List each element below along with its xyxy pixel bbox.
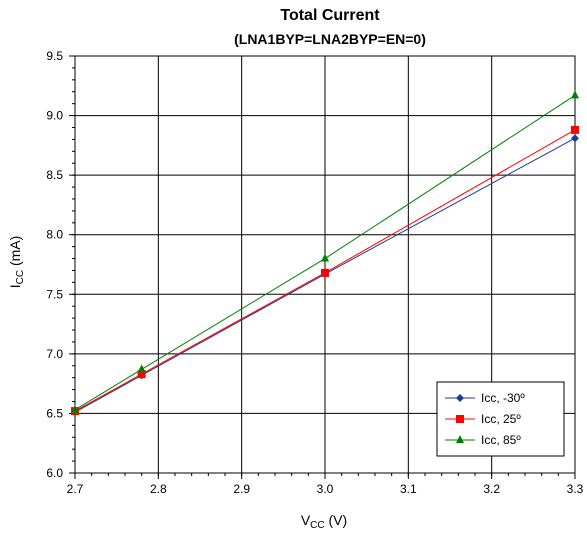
axes: 2.7 2.8 2.9 3.0 3.1 3.2 3.3 6.0 6.5 7.0 7.5 8.0 8.5 9… bbox=[46, 49, 583, 496]
x-axis-label: VCC (V) bbox=[301, 512, 347, 531]
x-tick-label: 3.1 bbox=[400, 482, 417, 496]
data-point bbox=[571, 90, 579, 99]
data-point bbox=[571, 125, 579, 134]
grid bbox=[74, 55, 576, 474]
legend-marker bbox=[456, 415, 464, 423]
data-point bbox=[321, 268, 329, 277]
data-point bbox=[137, 364, 146, 373]
x-tick-label: 3.2 bbox=[483, 482, 500, 496]
data-point bbox=[137, 370, 146, 379]
y-tick-label: 8.0 bbox=[46, 228, 63, 242]
x-tick-label: 2.7 bbox=[67, 482, 84, 496]
x-tick-label: 2.9 bbox=[233, 482, 250, 496]
legend: Icc, -30º Icc, 25º Icc, 85º bbox=[436, 381, 565, 457]
x-tick-label: 3.3 bbox=[567, 482, 584, 496]
series-line bbox=[74, 137, 576, 413]
y-tick-label: 7.0 bbox=[46, 347, 63, 361]
series-layer bbox=[71, 90, 579, 417]
data-point bbox=[71, 404, 79, 413]
plot-frame bbox=[74, 55, 576, 474]
legend-label: Icc, 85º bbox=[481, 433, 521, 447]
legend-box bbox=[436, 381, 565, 457]
chart-subtitle: (LNA1BYP=LNA2BYP=EN=0) bbox=[234, 31, 426, 47]
legend-label: Icc, 25º bbox=[481, 412, 521, 426]
series-triangle bbox=[71, 90, 579, 413]
legend-marker bbox=[456, 435, 464, 443]
series-line bbox=[74, 129, 576, 412]
data-point bbox=[321, 253, 329, 262]
y-tick-label: 9.0 bbox=[46, 109, 63, 123]
legend-label: Icc, -30º bbox=[481, 391, 525, 405]
x-tick-label: 2.8 bbox=[150, 482, 167, 496]
chart-title: Total Current bbox=[280, 7, 380, 24]
y-tick-label: 8.5 bbox=[46, 168, 63, 182]
y-tick-label: 6.0 bbox=[46, 466, 63, 480]
x-tick-label: 3.0 bbox=[317, 482, 334, 496]
y-tick-label: 7.5 bbox=[46, 287, 63, 301]
y-tick-label: 9.5 bbox=[46, 49, 63, 63]
y-axis-label: ICC (mA) bbox=[7, 236, 26, 289]
legend-marker bbox=[456, 394, 464, 402]
y-tick-label: 6.5 bbox=[46, 406, 63, 420]
data-point bbox=[571, 134, 579, 143]
series-line bbox=[74, 94, 576, 411]
